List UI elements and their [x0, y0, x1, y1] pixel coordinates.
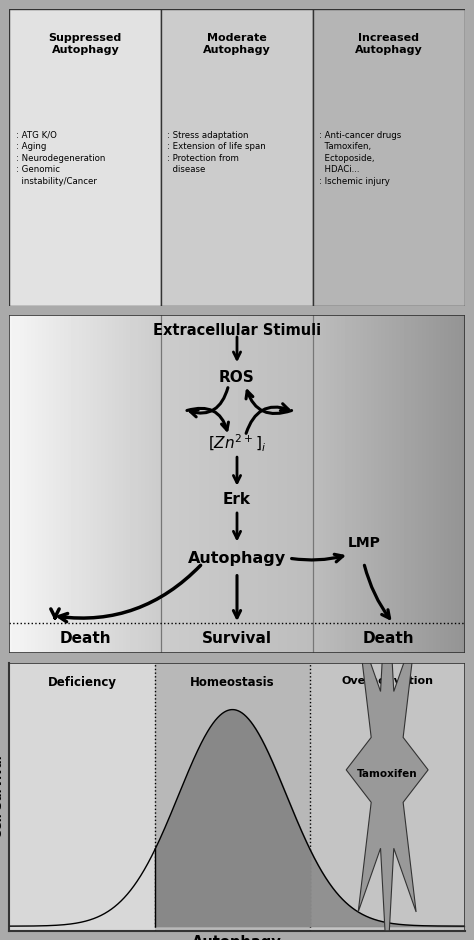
FancyArrowPatch shape	[292, 555, 343, 562]
Bar	[310, 663, 465, 931]
Text: Erk: Erk	[223, 492, 251, 507]
FancyArrowPatch shape	[51, 609, 59, 618]
FancyArrowPatch shape	[365, 565, 390, 619]
Text: Death: Death	[60, 631, 111, 646]
Bar	[9, 663, 155, 931]
Text: Death: Death	[363, 631, 414, 646]
FancyArrowPatch shape	[233, 337, 241, 359]
Text: Moderate
Autophagy: Moderate Autophagy	[203, 33, 271, 55]
Text: Overactivation: Overactivation	[341, 676, 433, 686]
Text: Tamoxifen: Tamoxifen	[357, 769, 418, 779]
Text: : Anti-cancer drugs
  Tamoxifen,
  Ectoposide,
  HDACi...
: Ischemic injury: : Anti-cancer drugs Tamoxifen, Ectoposid…	[319, 131, 401, 185]
FancyArrowPatch shape	[187, 408, 228, 431]
Text: Autophagy: Autophagy	[188, 551, 286, 566]
Bar	[9, 663, 465, 931]
FancyArrowPatch shape	[246, 403, 288, 433]
Text: $[Zn^{2+}]_i$: $[Zn^{2+}]_i$	[208, 433, 266, 454]
Text: Extracellular Stimuli: Extracellular Stimuli	[153, 323, 321, 338]
FancyArrowPatch shape	[233, 457, 241, 482]
Bar	[161, 9, 313, 306]
Text: Increased
Autophagy: Increased Autophagy	[355, 33, 422, 55]
Text: : Stress adaptation
: Extension of life span
: Protection from
  disease: : Stress adaptation : Extension of life …	[167, 131, 266, 174]
Polygon shape	[346, 569, 428, 940]
Text: : ATG K/O
: Aging
: Neurodegeneration
: Genomic
  instability/Cancer: : ATG K/O : Aging : Neurodegeneration : …	[16, 131, 105, 185]
Text: ROS: ROS	[219, 370, 255, 385]
FancyArrowPatch shape	[190, 387, 228, 416]
FancyArrowPatch shape	[233, 513, 241, 539]
Bar	[155, 663, 310, 931]
Bar	[9, 9, 161, 306]
FancyArrowPatch shape	[233, 575, 241, 618]
FancyArrowPatch shape	[59, 565, 201, 621]
FancyArrowPatch shape	[246, 391, 292, 414]
Text: LMP: LMP	[348, 537, 381, 550]
Text: Deficiency: Deficiency	[48, 676, 117, 689]
Text: Homeostasis: Homeostasis	[190, 676, 275, 689]
X-axis label: Autophagy: Autophagy	[192, 934, 282, 940]
Bar	[313, 9, 465, 306]
Text: Suppressed
Autophagy: Suppressed Autophagy	[49, 33, 122, 55]
Text: Survival: Survival	[202, 631, 272, 646]
Y-axis label: Cell Survival: Cell Survival	[0, 755, 5, 838]
